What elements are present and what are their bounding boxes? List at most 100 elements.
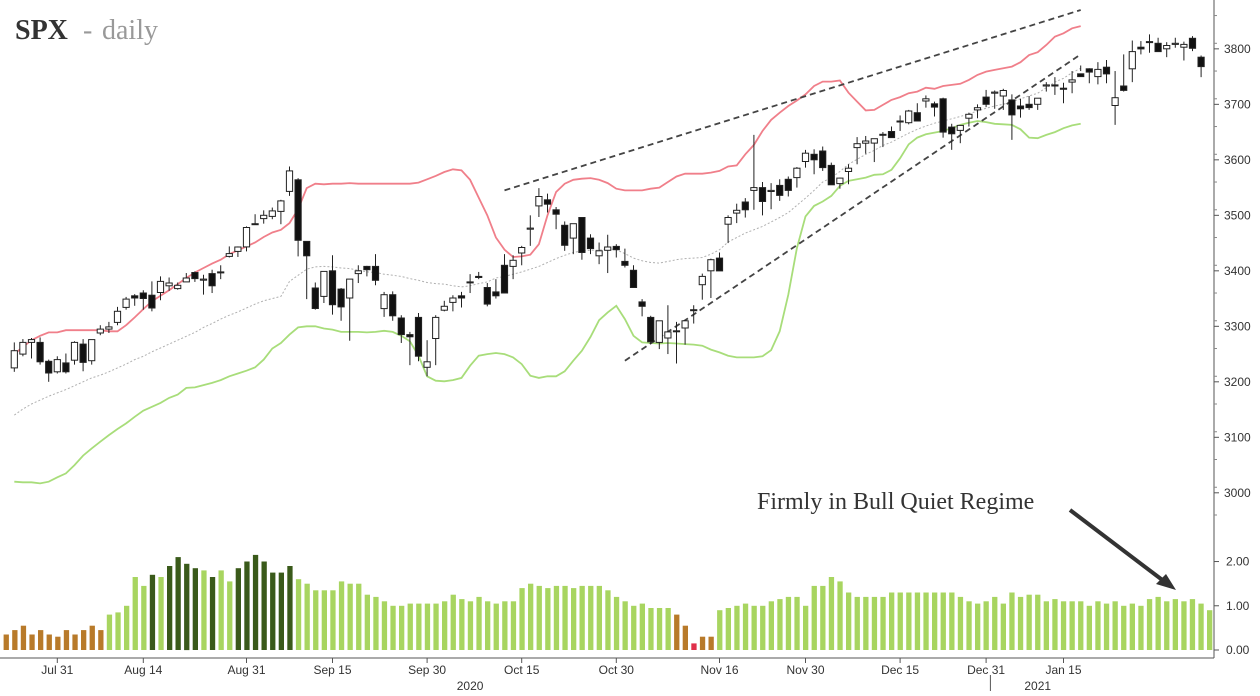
regime-bar [837,581,843,650]
candle-up [53,359,61,373]
candle-down [208,273,216,287]
regime-bar [485,601,491,650]
regime-bar [115,612,121,650]
regime-bar [596,585,602,650]
regime-bar [476,596,482,650]
candle-up [724,217,732,225]
regime-bar [390,605,396,650]
regime-bar [889,592,895,650]
bollinger-upper-line [13,25,1081,355]
x-tick-label: Jan 15 [1045,663,1081,677]
regime-bar [1207,610,1213,650]
x-tick-label: Sep 30 [408,663,446,677]
candle-down [311,287,319,309]
regime-bar [175,557,181,650]
candle-up [767,189,775,192]
bollinger-lower-line [14,120,1081,485]
candle-down [1051,84,1059,87]
candle-down [629,269,638,288]
regime-bar [132,577,138,650]
regime-bar [966,601,972,650]
regime-bar [1052,599,1058,650]
regime-bar [46,634,52,650]
regime-bar [347,583,353,650]
regime-bar [1026,594,1032,650]
candle-down [810,153,818,161]
regime-bar [897,592,903,650]
regime-bar [528,583,534,650]
x-tick-label: Oct 30 [599,663,635,677]
candle-up [793,167,801,179]
candle-up [664,331,672,339]
candle-up [526,227,534,230]
candle-up [354,270,362,275]
regime-bar [949,592,955,650]
candle-up [965,113,973,119]
regime-bar [149,574,156,650]
candle-up [277,200,285,212]
candle-down [131,295,139,299]
candle-down [406,334,414,338]
x-tick-label: Dec 31 [967,663,1005,677]
indicator-tick-label: 2.00 [1226,555,1250,569]
regime-bar [416,603,422,650]
candle-up [466,281,474,284]
regime-bar [571,588,577,650]
regime-bar [1000,603,1006,650]
indicator-tick-label: 0.00 [1226,643,1250,657]
regime-bar [553,585,560,650]
candle-up [1171,42,1179,45]
regime-bar [923,592,929,650]
regime-bar [1189,599,1196,650]
regime-bar [502,601,508,650]
candle-down [328,270,337,306]
regime-bar [295,579,302,650]
candle-down [1145,41,1154,44]
candle-down [776,184,784,196]
regime-bar [373,596,379,650]
candle-up [870,138,878,144]
candle-up [260,214,268,220]
candle-down [586,237,595,250]
regime-bar [1112,601,1118,650]
candle-down [741,201,749,211]
candle-down [303,240,311,257]
regime-bar [579,585,585,650]
regime-bar [227,581,233,650]
regime-bar [613,596,620,650]
candle-up [604,246,612,251]
regime-bar [1198,603,1204,650]
candle-down [500,264,509,294]
y-tick-label: 3500 [1224,208,1251,222]
y-tick-label: 3300 [1224,319,1251,333]
candle-up [174,284,182,290]
regime-bar [932,592,938,650]
candle-down [1120,85,1128,91]
candle-down [982,96,990,105]
y-tick-label: 3200 [1224,375,1251,389]
candle-down [217,271,225,274]
regime-bar [665,608,671,650]
regime-bar [880,596,886,650]
annotation-arrow-head [1156,574,1176,590]
candle-up [225,253,233,257]
candle-down [543,199,552,205]
regime-bar [605,590,611,650]
candle-up [518,247,526,254]
regime-bar [450,594,456,650]
regime-bar [983,601,989,650]
y-tick-label: 3000 [1224,486,1251,500]
regime-bar [682,625,688,650]
candle-down [913,112,921,122]
regime-bar [1086,605,1092,650]
title-separator: - [83,15,92,46]
regime-bar [957,596,964,650]
bollinger-bands [13,25,1081,485]
regime-bar [12,630,18,650]
regime-bar [1181,601,1187,650]
annotation: Firmly in Bull Quiet Regime [757,489,1176,590]
indicator-tick-label: 1.00 [1226,599,1250,613]
candle-up [535,196,543,207]
